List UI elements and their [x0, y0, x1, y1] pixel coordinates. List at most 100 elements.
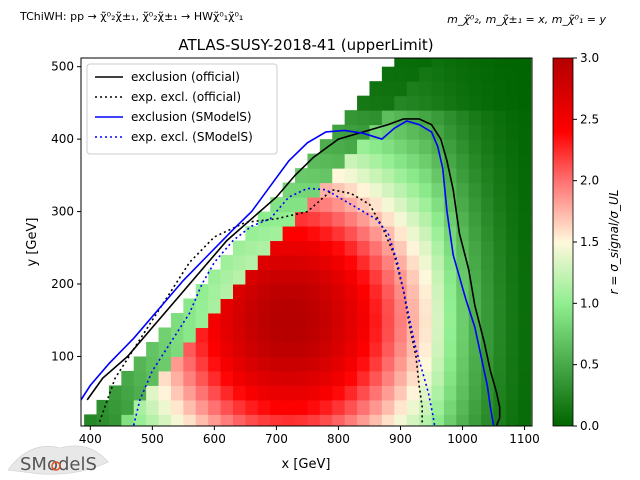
heatmap-cell — [443, 414, 457, 426]
heatmap-cell — [381, 341, 395, 357]
heatmap-cell — [307, 168, 321, 184]
colorbar-tick-label: 3.0 — [580, 51, 599, 65]
heatmap-cell — [468, 327, 482, 343]
heatmap-cell — [245, 269, 259, 285]
heatmap-cell — [394, 370, 408, 386]
heatmap-cell — [282, 269, 296, 285]
heatmap-cell — [232, 269, 246, 285]
heatmap-cell — [468, 356, 482, 372]
heatmap-cell — [344, 312, 358, 328]
heatmap-cell — [133, 356, 147, 372]
heatmap-cell — [245, 284, 259, 300]
heatmap-cell — [394, 81, 408, 97]
heatmap-cell — [245, 240, 259, 256]
heatmap-cell — [319, 168, 333, 184]
heatmap-cell — [493, 327, 507, 343]
heatmap-cell — [319, 240, 333, 256]
heatmap-cell — [468, 58, 482, 68]
heatmap-cell — [332, 226, 346, 242]
heatmap-cell — [344, 269, 358, 285]
heatmap-cell — [456, 124, 470, 140]
heatmap-cell — [381, 385, 395, 401]
heatmap-cell — [307, 240, 321, 256]
heatmap-cell — [419, 197, 433, 213]
heatmap-cell — [257, 327, 271, 343]
heatmap-cell — [431, 327, 445, 343]
heatmap-cell — [505, 124, 519, 140]
heatmap-cell — [456, 211, 470, 227]
heatmap-cell — [481, 312, 495, 328]
heatmap-cell — [394, 66, 408, 82]
heatmap-cell — [319, 399, 333, 415]
heatmap-cell — [369, 284, 383, 300]
heatmap-cell — [357, 255, 370, 271]
heatmap-cell — [282, 211, 296, 227]
heatmap-cell — [307, 341, 321, 357]
heatmap-cell — [282, 182, 296, 198]
heatmap-cell — [220, 385, 234, 401]
heatmap-cell — [121, 399, 135, 415]
heatmap-cell — [319, 211, 333, 227]
heatmap-cell — [270, 255, 284, 271]
heatmap-cell — [481, 58, 495, 68]
heatmap-cell — [381, 226, 395, 242]
heatmap-cell — [220, 370, 234, 386]
heatmap-cell — [307, 414, 321, 426]
heatmap-cell — [456, 414, 470, 426]
heatmap-cell — [493, 182, 507, 198]
heatmap-cell — [381, 211, 395, 227]
heatmap-cell — [443, 240, 457, 256]
heatmap-cell — [282, 226, 296, 242]
heatmap-cell — [394, 182, 408, 198]
heatmap-cell — [295, 255, 308, 271]
heatmap-cell — [295, 168, 308, 184]
heatmap-cell — [332, 370, 346, 386]
heatmap-cell — [381, 81, 395, 97]
heatmap-cell — [208, 269, 222, 285]
heatmap-cell — [270, 414, 284, 426]
heatmap-cell — [357, 341, 370, 357]
heatmap-cell — [319, 153, 333, 169]
heatmap-cell — [183, 298, 197, 314]
heatmap-cell — [493, 66, 507, 82]
heatmap-cell — [170, 356, 184, 372]
heatmap-cell — [431, 284, 445, 300]
heatmap-cell — [406, 255, 420, 271]
heatmap-cell — [505, 95, 519, 111]
heatmap-cell — [456, 110, 470, 126]
heatmap-cell — [232, 284, 246, 300]
heatmap-cell — [493, 284, 507, 300]
heatmap-cell — [270, 399, 284, 415]
heatmap-cell — [419, 240, 433, 256]
heatmap-cell — [332, 139, 346, 155]
heatmap-cell — [419, 81, 433, 97]
heatmap-cell — [270, 356, 284, 372]
heatmap-cell — [369, 269, 383, 285]
heatmap-cell — [505, 356, 519, 372]
heatmap-cell — [282, 240, 296, 256]
heatmap-cell — [456, 66, 470, 82]
heatmap-cell — [443, 124, 457, 140]
heatmap-cell — [270, 284, 284, 300]
x-tick-label: 900 — [389, 432, 412, 446]
plot-frame — [80, 57, 533, 427]
heatmap-cell — [493, 124, 507, 140]
heatmap-cell — [419, 124, 433, 140]
y-axis: 100 200 300 400 500 — [51, 60, 81, 363]
legend: exclusion (official) exp. excl. (official… — [86, 63, 278, 155]
heatmap-cell — [493, 269, 507, 285]
heatmap-cell — [394, 385, 408, 401]
heatmap-cell — [431, 240, 445, 256]
heatmap-cell — [208, 356, 222, 372]
heatmap-cell — [170, 399, 184, 415]
heatmap-cell — [481, 95, 495, 111]
heatmap-cell — [431, 312, 445, 328]
heatmap-cell — [332, 182, 346, 198]
heatmap-cell — [394, 110, 408, 126]
heatmap-cell — [369, 153, 383, 169]
heatmap-cell — [295, 385, 308, 401]
heatmap-cell — [245, 399, 259, 415]
heatmap-cell — [456, 399, 470, 415]
heatmap-cell — [419, 168, 433, 184]
heatmap-cell — [419, 327, 433, 343]
